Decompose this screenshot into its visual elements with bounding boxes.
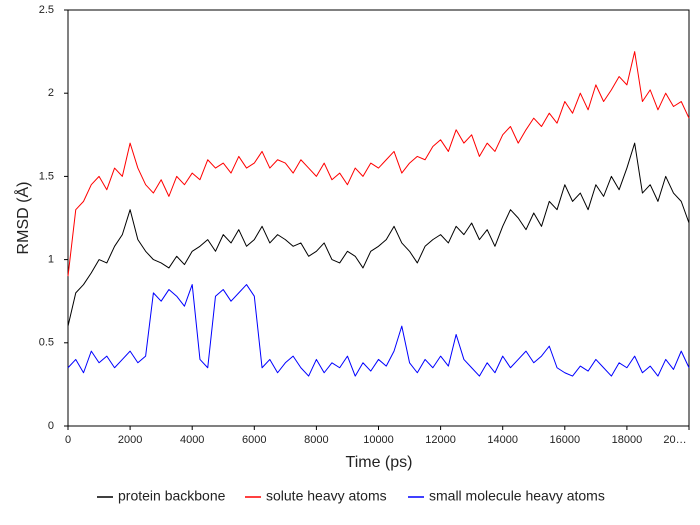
y-axis-title: RMSD (Å) [13, 182, 32, 255]
series-line [67, 142, 690, 327]
y-tick-label: 2 [48, 87, 54, 99]
y-tick-label: 2.5 [39, 4, 54, 16]
x-tick-label: 16000 [550, 434, 581, 446]
legend-label: small molecule heavy atoms [429, 488, 605, 504]
y-tick-label: 1 [48, 254, 54, 266]
x-tick-label: 10000 [363, 434, 394, 446]
series-line [67, 284, 690, 377]
x-tick-label: 12000 [425, 434, 456, 446]
x-tick-label: 14000 [487, 434, 518, 446]
x-tick-label: 20… [663, 434, 686, 446]
x-tick-label: 4000 [180, 434, 204, 446]
x-axis-title: Time (ps) [346, 454, 413, 471]
y-tick-label: 0.5 [39, 337, 54, 349]
x-tick-label: 18000 [612, 434, 643, 446]
x-tick-label: 0 [65, 434, 71, 446]
legend-label: protein backbone [118, 488, 226, 504]
x-tick-label: 6000 [242, 434, 266, 446]
y-tick-label: 1.5 [39, 170, 54, 182]
plot-frame [67, 9, 690, 427]
legend-label: solute heavy atoms [266, 488, 387, 504]
series-line [67, 51, 690, 277]
x-tick-label: 2000 [118, 434, 142, 446]
x-tick-label: 8000 [304, 434, 328, 446]
y-tick-label: 0 [48, 420, 54, 432]
